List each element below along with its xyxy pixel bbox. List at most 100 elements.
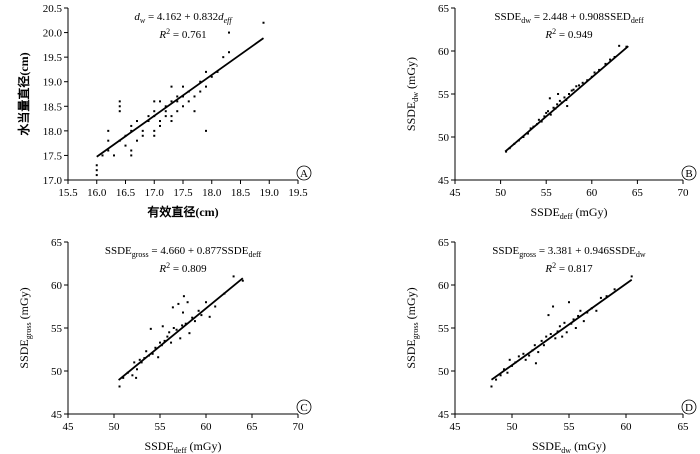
data-point [609,58,612,61]
equation-lhs-subscript: gross [132,250,149,259]
data-point [118,110,121,113]
data-point [572,318,575,321]
x-axis-label-subscript: deff [174,446,187,454]
y-tick-label: 18.5 [43,101,63,113]
x-tick-label: 15.5 [58,187,78,199]
data-point [161,325,164,328]
data-point [563,321,566,324]
data-point [176,100,179,103]
data-point [547,110,550,113]
data-point [184,322,187,325]
r-squared-value: = 0.761 [170,29,206,41]
y-axis-label: SSDEgross (mGy) [17,287,33,368]
r-squared-symbol: R [544,29,552,41]
y-tick-label: 60 [438,280,450,292]
data-point [118,385,121,388]
data-point [153,134,156,137]
regression-line [490,278,633,381]
data-point [138,358,141,361]
y-tick-label: 20.0 [43,28,63,40]
data-point [577,314,580,317]
data-point [563,96,566,99]
y-axis-label-main: SSDE [17,339,31,368]
data-point [131,374,134,377]
data-point [187,100,190,103]
data-point [193,320,196,323]
data-point [159,120,161,123]
x-tick-label: 50 [495,187,507,199]
regression-equation: dw = 4.162 + 0.832deff [134,11,233,25]
data-point [228,31,230,34]
data-point [524,358,527,361]
data-point [543,115,546,118]
panel-label: D [685,402,693,414]
data-point [529,127,532,130]
data-point [130,149,133,152]
data-point [582,320,585,323]
data-point [630,275,633,278]
regression-equation: SSDEgross = 3.381 + 0.946SSDEdw [492,245,646,259]
data-point [605,295,608,298]
r-squared-symbol: R [158,29,166,41]
data-point [147,120,150,123]
data-point [575,85,578,88]
x-tick-label: 70 [678,187,690,199]
data-point [552,106,555,109]
data-point [107,149,110,152]
y-tick-label: 17.0 [43,175,63,187]
data-point [556,330,559,333]
x-axis-label: SSDEdeff (mGy) [530,205,607,221]
y-tick-label: 60 [51,280,63,292]
x-tick-label: 18.5 [231,187,251,199]
data-point [159,124,161,127]
data-point [545,111,548,114]
data-point [522,352,525,355]
data-point [175,328,178,331]
data-point [199,80,202,83]
data-point [593,71,596,74]
regression-equation: SSDEgross = 4.660 + 0.877SSDEdeff [105,245,262,259]
y-axis-label-subscript: gross [24,322,33,339]
r-squared: R2 = 0.949 [544,27,593,41]
data-point [136,139,138,142]
data-point [191,316,194,319]
data-point [508,358,511,361]
data-point [176,95,179,98]
x-tick-label: 65 [632,187,644,199]
y-tick-label: 55 [438,89,450,101]
x-tick-label: 16.5 [116,187,136,199]
y-tick-label: 50 [438,366,450,378]
data-point [130,154,133,157]
data-point [136,120,138,123]
regression-line [504,45,629,153]
data-point [199,90,202,93]
y-tick-label: 65 [438,3,450,15]
equation-rhs-subscript: eff [224,16,234,25]
regression-line [96,37,265,158]
y-axis-label-main: SSDE [404,339,418,368]
data-point [170,341,173,344]
data-point [188,332,191,335]
x-tick-label: 60 [586,187,598,199]
data-point [554,337,557,340]
data-point [604,62,607,65]
y-tick-label: 45 [438,175,450,187]
data-point [151,352,154,355]
data-point [95,169,98,172]
r-squared-symbol: R [158,263,166,275]
r-squared-value: = 0.809 [170,263,207,275]
data-point [133,361,136,364]
data-point [540,339,543,342]
x-tick-label: 55 [541,187,553,199]
x-axis-label-unit: (mGy) [573,205,608,219]
y-tick-label: 19.0 [43,77,63,89]
x-axis-label-unit: (mGy) [187,439,222,453]
data-point [599,296,602,299]
data-point [136,368,138,371]
x-tick-label: 65 [678,421,690,433]
data-point [179,337,182,340]
data-point [503,368,506,371]
x-tick-label: 55 [155,421,167,433]
equation-lhs: d [134,11,140,23]
